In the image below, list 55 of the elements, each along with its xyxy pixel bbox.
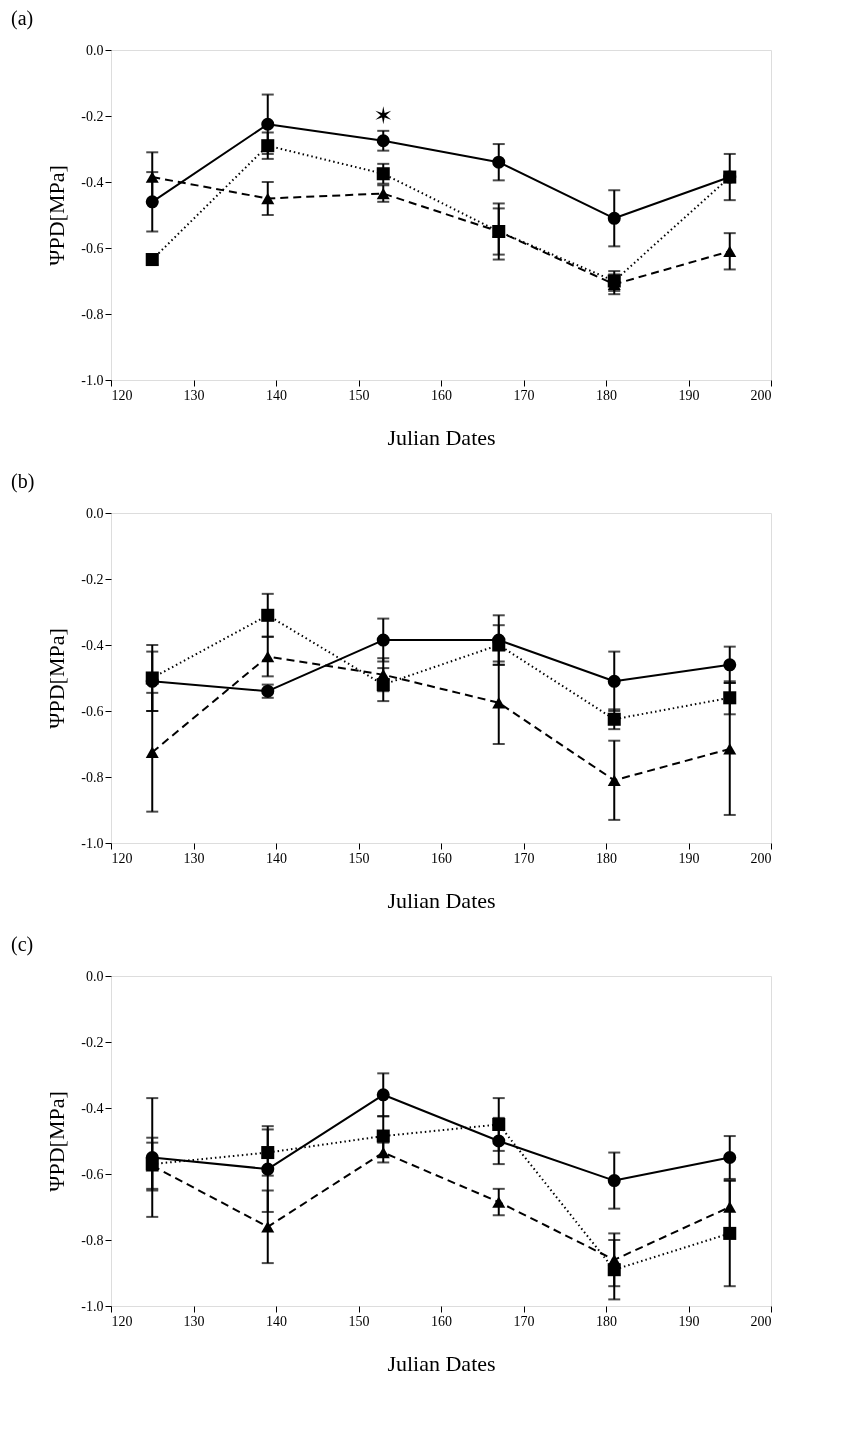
y-tick-label: -0.8 bbox=[81, 1232, 104, 1248]
chart-title: (b) bbox=[11, 470, 35, 493]
y-tick-label: -0.4 bbox=[81, 1100, 104, 1116]
x-tick-label: 160 bbox=[431, 1313, 452, 1329]
x-tick-label: 180 bbox=[596, 1313, 617, 1329]
x-axis-title: Julian Dates bbox=[387, 887, 496, 913]
x-tick-label: 140 bbox=[266, 1313, 287, 1329]
y-tick-label: -0.6 bbox=[81, 240, 104, 256]
y-tick-label: -0.4 bbox=[81, 637, 104, 653]
y-tick-label: 0.0 bbox=[86, 968, 104, 984]
x-tick-label: 150 bbox=[348, 387, 370, 403]
x-tick-label: 200 bbox=[750, 850, 772, 866]
x-tick-label: 190 bbox=[678, 1313, 700, 1329]
x-axis-title: Julian Dates bbox=[387, 424, 496, 450]
x-tick-label: 120 bbox=[111, 387, 133, 403]
y-axis-title: ΨPD[MPa] bbox=[44, 1091, 70, 1192]
x-tick-label: 180 bbox=[596, 387, 617, 403]
y-tick-label: 0.0 bbox=[86, 42, 104, 58]
x-tick-label: 170 bbox=[513, 850, 535, 866]
y-tick-label: -0.2 bbox=[81, 108, 104, 124]
y-tick-label: -1.0 bbox=[81, 1298, 104, 1314]
y-tick-label: -1.0 bbox=[81, 372, 104, 388]
x-tick-label: 140 bbox=[266, 387, 287, 403]
x-tick-label: 150 bbox=[348, 850, 370, 866]
x-tick-label: 140 bbox=[266, 850, 287, 866]
chart-title: (a) bbox=[11, 7, 34, 30]
y-tick-label: -0.2 bbox=[81, 1034, 104, 1050]
annotation: ✶ bbox=[373, 101, 394, 130]
x-tick-label: 130 bbox=[183, 850, 205, 866]
x-tick-label: 150 bbox=[348, 1313, 370, 1329]
x-tick-label: 130 bbox=[183, 1313, 205, 1329]
y-axis-title: ΨPD[MPa] bbox=[44, 165, 70, 266]
x-tick-label: 160 bbox=[431, 387, 452, 403]
y-tick-label: -0.6 bbox=[81, 703, 104, 719]
x-tick-label: 200 bbox=[750, 387, 772, 403]
x-tick-label: 160 bbox=[431, 850, 452, 866]
y-tick-label: 0.0 bbox=[86, 505, 104, 521]
x-tick-label: 200 bbox=[750, 1313, 772, 1329]
x-tick-label: 190 bbox=[678, 850, 700, 866]
y-axis-title: ΨPD[MPa] bbox=[44, 628, 70, 729]
x-tick-label: 120 bbox=[111, 850, 133, 866]
y-tick-label: -0.2 bbox=[81, 571, 104, 587]
x-tick-label: 180 bbox=[596, 850, 617, 866]
x-tick-label: 120 bbox=[111, 1313, 133, 1329]
y-tick-label: -0.8 bbox=[81, 769, 104, 785]
x-tick-label: 170 bbox=[513, 1313, 535, 1329]
x-tick-label: 170 bbox=[513, 387, 535, 403]
y-tick-label: -1.0 bbox=[81, 835, 104, 851]
y-tick-label: -0.8 bbox=[81, 306, 104, 322]
y-tick-label: -0.4 bbox=[81, 174, 104, 190]
y-tick-label: -0.6 bbox=[81, 1166, 104, 1182]
x-tick-label: 190 bbox=[678, 387, 700, 403]
x-axis-title: Julian Dates bbox=[387, 1350, 496, 1376]
chart-title: (c) bbox=[11, 933, 34, 956]
x-tick-label: 130 bbox=[183, 387, 205, 403]
